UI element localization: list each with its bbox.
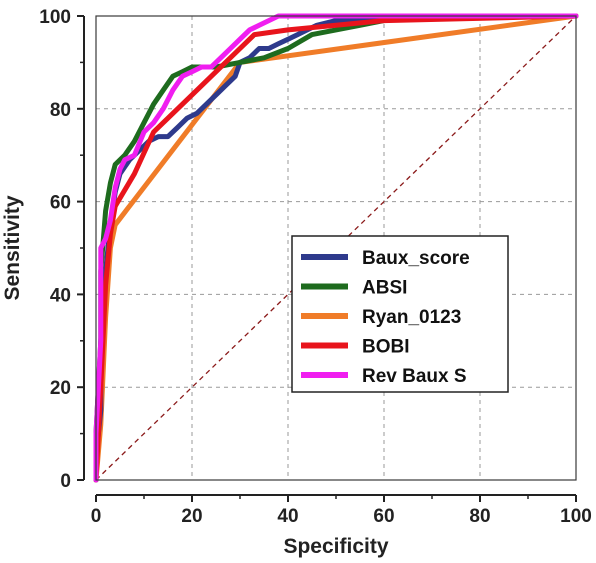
- legend: Baux_score ABSI Ryan_0123 BOBI Rev Baux S: [291, 235, 509, 393]
- legend-label: Ryan_0123: [362, 307, 461, 328]
- legend-label: ABSI: [362, 278, 407, 299]
- y-tick-label: 0: [60, 471, 71, 492]
- y-axis-title: Sensitivity: [1, 195, 24, 300]
- legend-label: BOBI: [362, 337, 410, 358]
- y-tick-label: 60: [50, 193, 71, 214]
- x-axis-title: Specificity: [283, 535, 388, 558]
- y-tick-label: 20: [50, 378, 71, 399]
- series-lines: [93, 13, 579, 483]
- y-tick-label: 100: [39, 7, 71, 28]
- series-line-absi: [93, 13, 579, 483]
- legend-label: Baux_score: [362, 248, 470, 269]
- x-tick-label: 20: [181, 506, 202, 527]
- y-tick-label: 40: [50, 285, 71, 306]
- y-tick-label: 80: [50, 100, 71, 121]
- x-tick-label: 0: [91, 506, 102, 527]
- series-line-rev-baux-s: [93, 13, 579, 483]
- x-tick-label: 80: [469, 506, 490, 527]
- plot-frame: [95, 15, 577, 481]
- tick-labels: 0 20 40 60 80 100 0 20 40 60 80 100: [39, 7, 592, 527]
- x-tick-label: 100: [560, 506, 592, 527]
- x-tick-label: 60: [373, 506, 394, 527]
- legend-label: Rev Baux S: [362, 366, 467, 387]
- x-tick-label: 40: [277, 506, 298, 527]
- series-line-bobi: [93, 13, 579, 483]
